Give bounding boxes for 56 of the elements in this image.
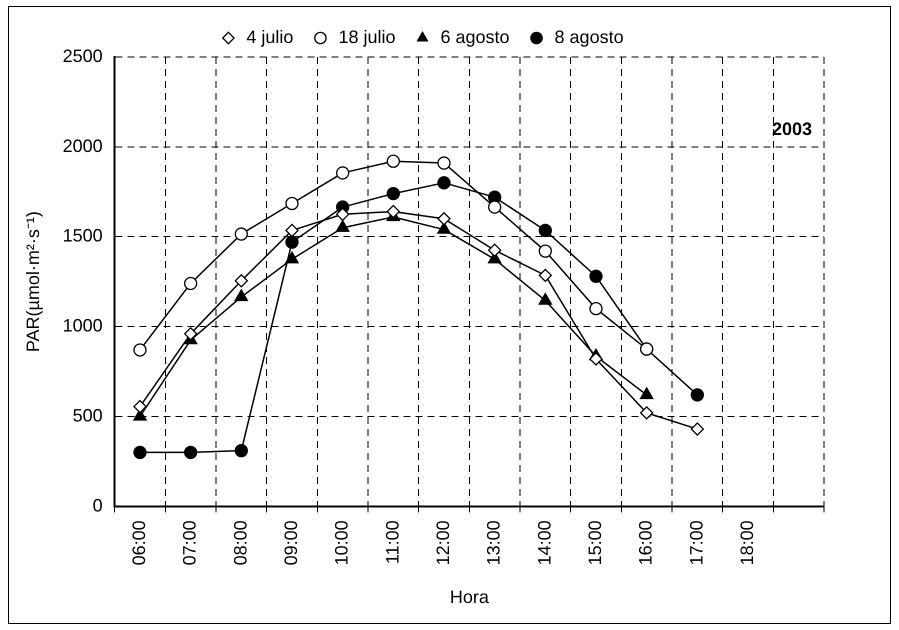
legend-label: 6 agosto [440,26,510,47]
x-tick-label: 06:00 [128,520,149,566]
x-tick-label: 16:00 [636,520,656,566]
point [184,276,198,290]
point [538,244,552,258]
point [336,208,350,221]
y-tick-label: 1000 [62,316,103,336]
legend-label: 18 julio [338,26,396,47]
point [538,268,552,282]
point [184,446,198,460]
x-tick-label: 11:00 [382,520,402,564]
point [133,446,147,460]
legend-label: 4 julio [246,26,294,47]
point [133,343,147,357]
point [437,212,451,226]
point [437,176,451,190]
point [386,204,400,218]
point [386,186,400,200]
point [285,196,299,210]
y-tick-label: 2500 [62,46,103,66]
y-tick-label: 2000 [62,136,103,156]
point [690,388,704,402]
point [234,444,248,458]
x-tick-label: 13:00 [484,520,504,566]
x-tick-label: 12:00 [432,520,453,566]
point [538,224,552,238]
y-tick-label: 1500 [62,226,103,246]
x-tick-label: 08:00 [230,520,250,566]
x-tick-label: 15:00 [584,520,605,566]
point [488,244,502,257]
point [488,200,502,214]
legend-label: 8 agosto [554,26,624,47]
x-tick-label: 09:00 [280,520,301,566]
point [336,166,350,180]
x-axis-title: Hora [450,587,490,608]
point [285,224,299,238]
point [589,302,603,316]
point [589,352,603,366]
point [437,156,451,170]
y-tick-label: 500 [72,405,103,426]
x-tick-label: 18:00 [736,520,757,566]
point [234,274,248,288]
x-tick-label: 10:00 [332,520,352,566]
x-tick-label: 07:00 [180,520,200,566]
point [184,327,198,340]
x-tick-label: 14:00 [534,520,554,566]
point [285,235,299,249]
point [386,154,400,168]
point [234,227,248,241]
y-tick-label: 0 [92,495,103,516]
annotation: 2003 [772,119,812,139]
point [640,406,654,420]
x-tick-label: 17:00 [686,520,706,566]
point [589,270,603,283]
point [690,422,704,436]
y-axis-title: PAR(µmol·m²·s⁻¹) [22,211,43,352]
